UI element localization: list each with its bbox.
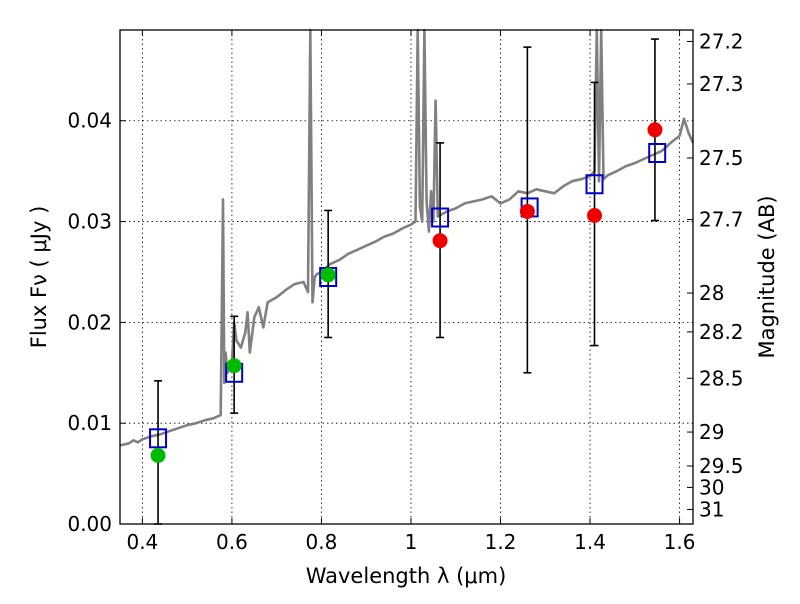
right-tick-label: 30 <box>699 475 724 499</box>
right-tick-label: 28.2 <box>699 320 744 344</box>
model-square-marker <box>648 142 667 163</box>
x-tick-label: 0.6 <box>216 530 248 554</box>
observed-circle-marker <box>432 233 448 249</box>
model-photometry-points <box>149 142 667 449</box>
y-tick-label: 0.02 <box>67 310 112 334</box>
observed-circle-marker <box>226 358 242 374</box>
observed-circle-marker <box>519 203 535 219</box>
y-tick-label: 0.03 <box>67 210 112 234</box>
right-tick-label: 28.5 <box>699 366 744 390</box>
y-tick-label: 0.01 <box>67 411 112 435</box>
observed-circle-marker <box>320 267 336 283</box>
right-tick-label: 27.5 <box>699 146 744 170</box>
x-axis-title: Wavelength λ (μm) <box>306 564 507 588</box>
y-tick-label: 0.04 <box>67 109 112 133</box>
right-tick-label: 28 <box>699 281 724 305</box>
axis-ticks: 0.4 0.6 0.8 1 1.2 1.4 1.6 0.00 0.01 0.02 0.03 0.04 2… <box>67 29 743 554</box>
x-tick-label: 1.6 <box>664 530 696 554</box>
grid <box>120 30 693 524</box>
right-tick-label: 31 <box>699 497 724 521</box>
x-tick-label: 1 <box>405 530 418 554</box>
x-tick-label: 1.2 <box>485 530 517 554</box>
plot-frame <box>119 29 694 525</box>
model-square-marker <box>431 207 450 228</box>
spectrum-polyline <box>119 28 695 447</box>
right-tick-label: 29.5 <box>699 454 744 478</box>
right-tick-label: 27.2 <box>699 29 744 53</box>
y-axis-title: Flux Fν ( μJy ) <box>27 206 51 349</box>
observed-circle-marker <box>150 447 166 463</box>
model-square-marker <box>149 428 168 449</box>
observed-circle-marker <box>587 208 603 224</box>
model-square-marker <box>585 174 604 195</box>
right-tick-label: 27.3 <box>699 72 744 96</box>
y-axis-right-title: Magnitude (AB) <box>755 195 779 358</box>
observed-points <box>150 122 663 463</box>
right-tick-label: 29 <box>699 420 724 444</box>
error-bars <box>154 38 659 525</box>
right-tick-label: 27.7 <box>699 208 744 232</box>
x-tick-label: 0.8 <box>306 530 338 554</box>
x-tick-label: 0.4 <box>126 530 158 554</box>
x-tick-label: 1.4 <box>574 530 606 554</box>
y-tick-label: 0.00 <box>67 512 112 536</box>
observed-circle-marker <box>647 122 663 138</box>
spectrum-line <box>119 28 695 447</box>
